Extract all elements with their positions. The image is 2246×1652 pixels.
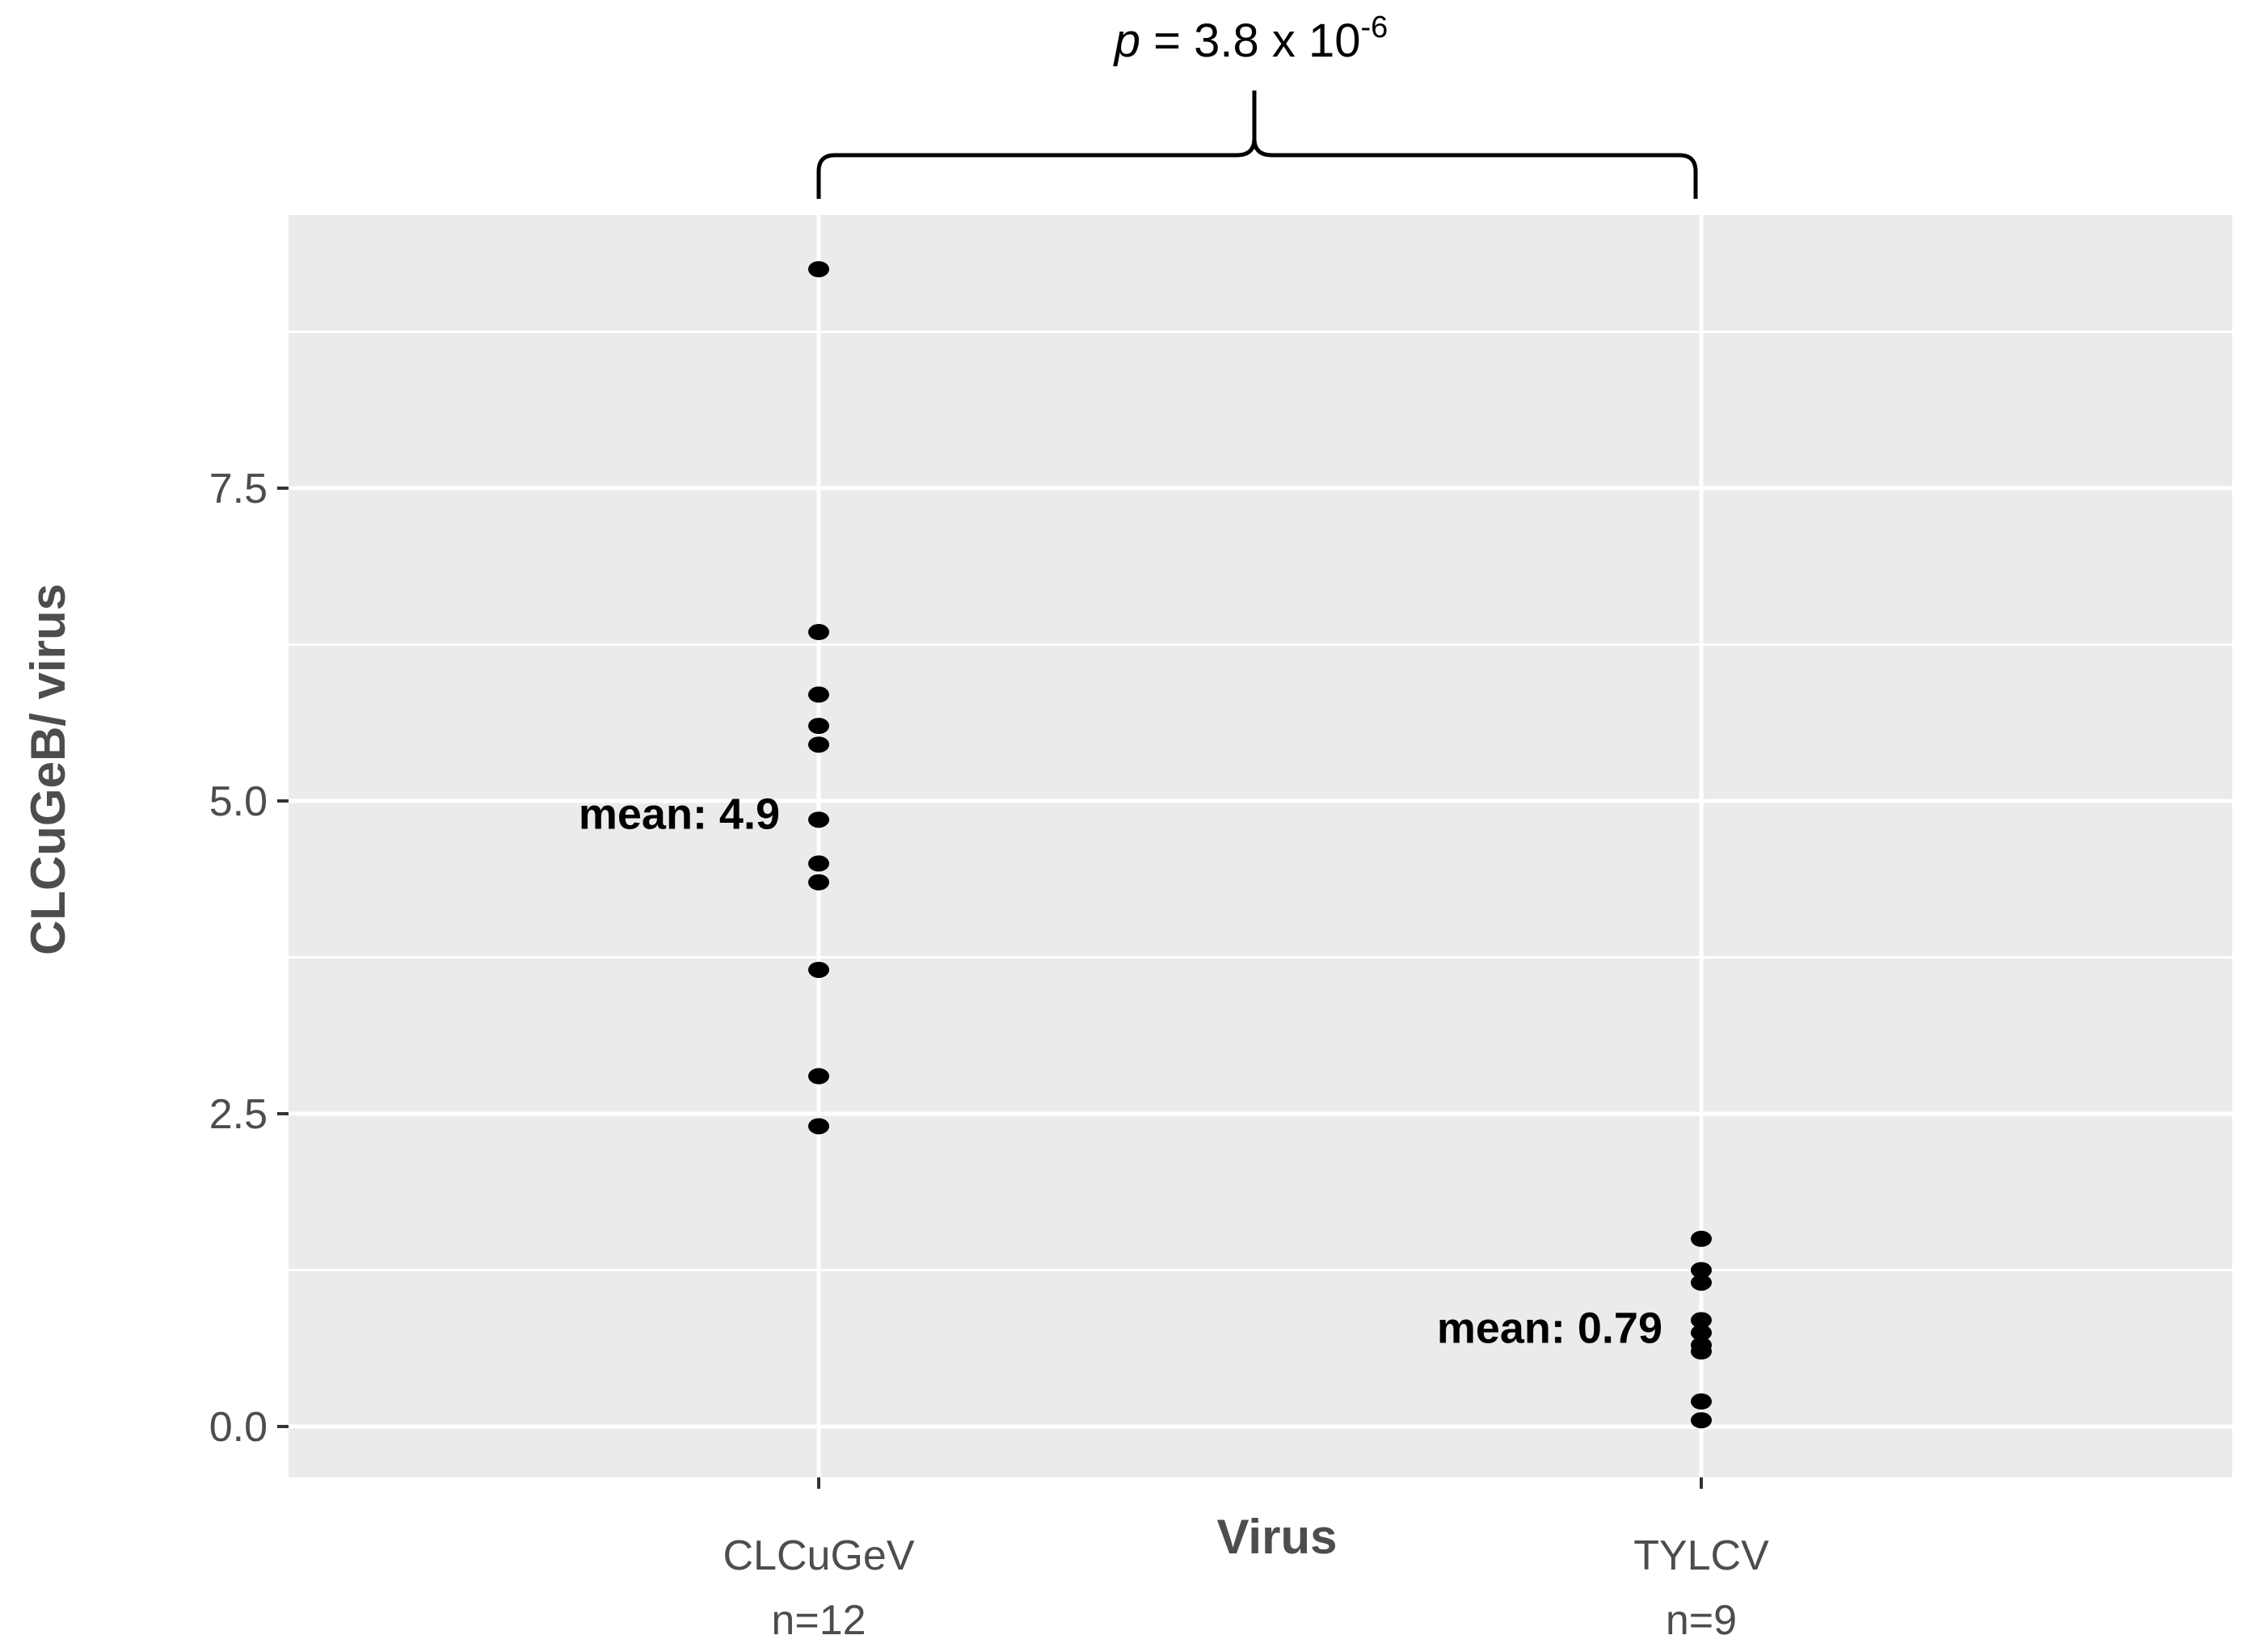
y-tick-label: 2.5 <box>209 1091 268 1138</box>
data-point <box>808 261 829 278</box>
y-axis-title: CLCuGeB/ virus <box>21 584 75 955</box>
data-point <box>1691 1343 1712 1360</box>
p-value-label: p = 3.8 x 10-6 <box>1113 11 1388 67</box>
data-point <box>808 811 829 828</box>
p-value-text: = 3.8 x 10 <box>1140 15 1360 67</box>
p-value-exponent: -6 <box>1360 11 1388 44</box>
mean-label: mean: 0.79 <box>1437 1304 1662 1353</box>
x-tick-n-label: n=9 <box>1666 1597 1737 1644</box>
grid-minor <box>289 331 2232 1271</box>
mean-labels: mean: 4.9 mean: 0.79 <box>579 790 1662 1352</box>
y-tick-label: 0.0 <box>209 1404 268 1451</box>
x-tick-n-label: n=12 <box>771 1597 866 1644</box>
mean-label: mean: 4.9 <box>579 790 780 838</box>
x-tick-label-clcugev: CLCuGeV <box>723 1532 915 1579</box>
data-point <box>1691 1274 1712 1291</box>
data-point <box>808 718 829 735</box>
y-tick-label: 7.5 <box>209 466 268 512</box>
data-points <box>808 261 1712 1429</box>
data-point <box>808 1068 829 1085</box>
data-point <box>808 1118 829 1135</box>
y-axis: 0.0 2.5 5.0 7.5 <box>209 466 289 1451</box>
data-point <box>1691 1412 1712 1429</box>
data-point <box>808 736 829 753</box>
x-axis: CLCuGeV n=12 TYLCV n=9 <box>723 1477 1769 1644</box>
data-point <box>1691 1393 1712 1410</box>
plot-panel <box>289 215 2232 1477</box>
data-point <box>1691 1262 1712 1279</box>
x-tick-label-tylcv: TYLCV <box>1633 1532 1769 1579</box>
data-point <box>808 624 829 641</box>
data-point <box>808 874 829 891</box>
data-point <box>808 855 829 872</box>
data-point <box>1691 1324 1712 1341</box>
data-point <box>808 686 829 703</box>
significance-bracket <box>816 91 1698 199</box>
data-point <box>1691 1230 1712 1247</box>
data-point <box>1691 1312 1712 1329</box>
y-tick-label: 5.0 <box>209 778 268 825</box>
p-symbol: p <box>1113 15 1140 67</box>
data-point <box>808 961 829 978</box>
x-axis-title: Virus <box>1217 1510 1338 1564</box>
